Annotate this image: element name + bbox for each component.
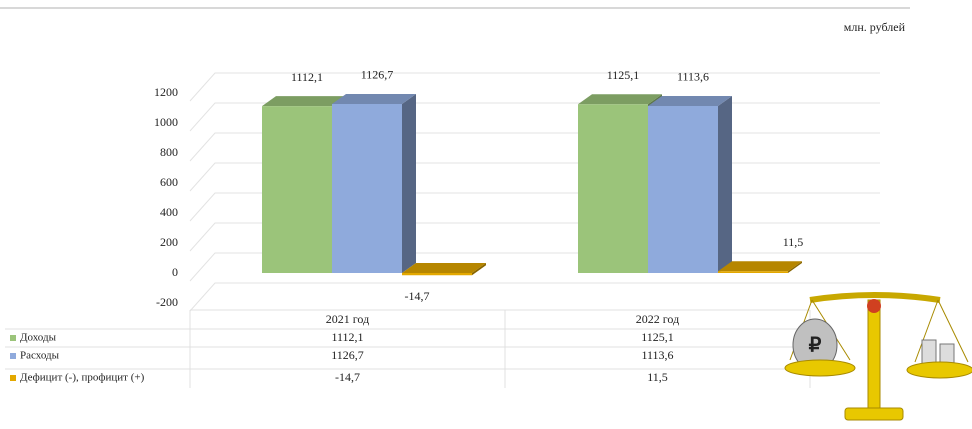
y-tick-label: 200 bbox=[160, 235, 178, 249]
value-label: 1125,1 bbox=[607, 68, 640, 82]
bar bbox=[332, 93, 416, 274]
y-tick-label: 800 bbox=[160, 145, 178, 159]
bar-front bbox=[402, 273, 472, 276]
table-value: 11,5 bbox=[647, 370, 668, 384]
bar-side bbox=[472, 263, 486, 276]
y-tick-label: 1200 bbox=[154, 85, 178, 99]
bar-front bbox=[332, 103, 402, 274]
legend-swatch bbox=[10, 353, 16, 359]
bar-top bbox=[402, 263, 486, 273]
bar-front bbox=[718, 271, 788, 273]
y-tick-label: -200 bbox=[156, 295, 178, 309]
ruble-sign: ₽ bbox=[809, 335, 822, 357]
legend-swatch bbox=[10, 335, 16, 341]
legend-label: Расходы bbox=[20, 350, 60, 362]
bar-side bbox=[402, 93, 416, 274]
table-value: 1112,1 bbox=[331, 330, 363, 344]
y-tick-label: 400 bbox=[160, 205, 178, 219]
legend-swatch bbox=[10, 375, 16, 381]
x-tick-label: 2022 год bbox=[636, 312, 679, 326]
legend-label: Дефицит (-), профицит (+) bbox=[20, 372, 145, 384]
grid-line bbox=[189, 72, 880, 102]
value-label: 11,5 bbox=[783, 235, 804, 249]
value-label: 1112,1 bbox=[291, 70, 323, 84]
bar-front bbox=[578, 104, 648, 273]
table-value: 1113,6 bbox=[641, 348, 673, 362]
y-tick-label: 600 bbox=[160, 175, 178, 189]
bar-front bbox=[262, 106, 332, 273]
bar-top bbox=[648, 95, 732, 106]
bar-side bbox=[788, 261, 802, 273]
table-value: 1125,1 bbox=[641, 330, 674, 344]
bar-side bbox=[718, 95, 732, 274]
bar bbox=[648, 95, 732, 274]
unit-label: млн. рублей bbox=[844, 20, 906, 34]
table-value: -14,7 bbox=[335, 370, 360, 384]
grid-line bbox=[189, 282, 880, 312]
bar-front bbox=[648, 105, 718, 274]
bar-top bbox=[262, 96, 346, 107]
y-tick-label: 0 bbox=[172, 265, 178, 279]
value-label: -14,7 bbox=[405, 289, 430, 303]
scale-icon: ₽ bbox=[784, 292, 972, 421]
bar-top bbox=[332, 93, 416, 104]
y-tick-label: 1000 bbox=[154, 115, 178, 129]
bar-top bbox=[578, 94, 662, 105]
bar bbox=[718, 261, 802, 273]
legend-label: Доходы bbox=[20, 332, 57, 344]
bar bbox=[402, 263, 486, 276]
table-value: 1126,7 bbox=[331, 348, 364, 362]
bar-top bbox=[718, 261, 802, 272]
x-tick-label: 2021 год bbox=[326, 312, 369, 326]
value-label: 1113,6 bbox=[677, 70, 709, 84]
value-label: 1126,7 bbox=[361, 68, 394, 82]
